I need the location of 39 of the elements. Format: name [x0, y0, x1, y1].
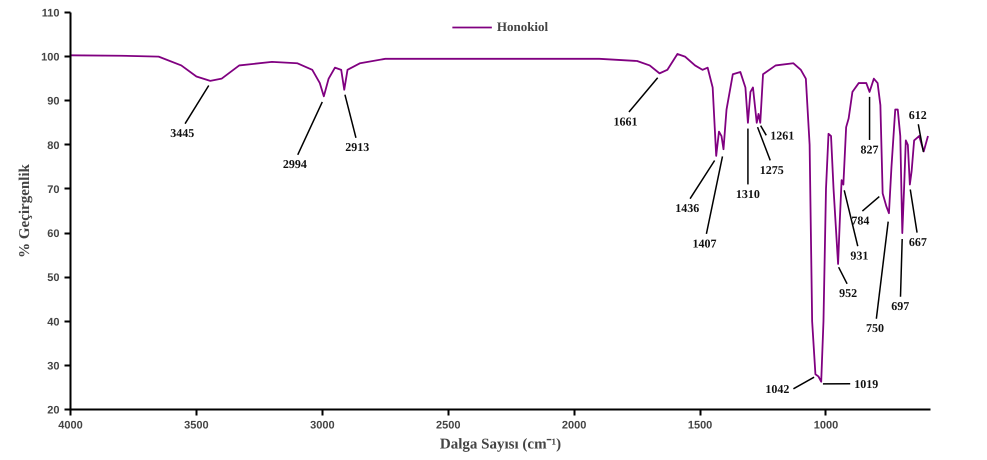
legend-label: Honokiol	[496, 19, 548, 35]
annotation: 2913	[345, 140, 370, 154]
x-tick-label: 3500	[184, 420, 209, 432]
annotation: 1310	[736, 186, 760, 201]
annotation: 784	[851, 214, 870, 228]
y-tick-label: 90	[47, 96, 60, 108]
annotation: 1436	[675, 201, 700, 216]
x-tick-label: 4000	[58, 420, 83, 432]
x-tick-label: 3000	[310, 420, 335, 432]
annotation: 1019	[854, 376, 878, 391]
y-tick-label: 20	[47, 404, 60, 416]
x-axis-title: Dalga Sayısı (cm⁻¹)	[440, 436, 562, 452]
y-tick-label: 110	[42, 8, 60, 20]
annotation: 3445	[170, 126, 194, 140]
y-tick-label: 50	[47, 272, 60, 284]
annotation: 750	[866, 321, 884, 336]
x-tick-label: 1500	[688, 420, 712, 432]
annotation: 1261	[770, 128, 794, 142]
annotation: 1407	[692, 236, 716, 250]
annotation: 931	[850, 248, 868, 263]
annotation: 2994	[282, 157, 307, 172]
y-tick-label: 80	[47, 140, 60, 152]
y-tick-label: 70	[47, 184, 60, 196]
annotation: 667	[908, 234, 927, 249]
annotation: 612	[908, 108, 927, 122]
annotation: 952	[839, 286, 858, 300]
annotation: 1275	[760, 162, 784, 177]
y-axis-title: % Geçirgenlik	[17, 163, 34, 258]
annotation: 1661	[614, 114, 638, 128]
x-tick-label: 2500	[436, 420, 460, 432]
x-tick-label: 2000	[562, 420, 586, 432]
y-tick-label: 100	[41, 52, 60, 64]
annotation: 1042	[765, 382, 790, 396]
annotation: 697	[891, 299, 910, 314]
y-tick-label: 60	[47, 228, 60, 240]
y-tick-label: 30	[47, 360, 60, 372]
x-tick-label: 1000	[814, 420, 838, 432]
annotation: 827	[860, 142, 879, 156]
y-tick-label: 40	[47, 316, 60, 328]
